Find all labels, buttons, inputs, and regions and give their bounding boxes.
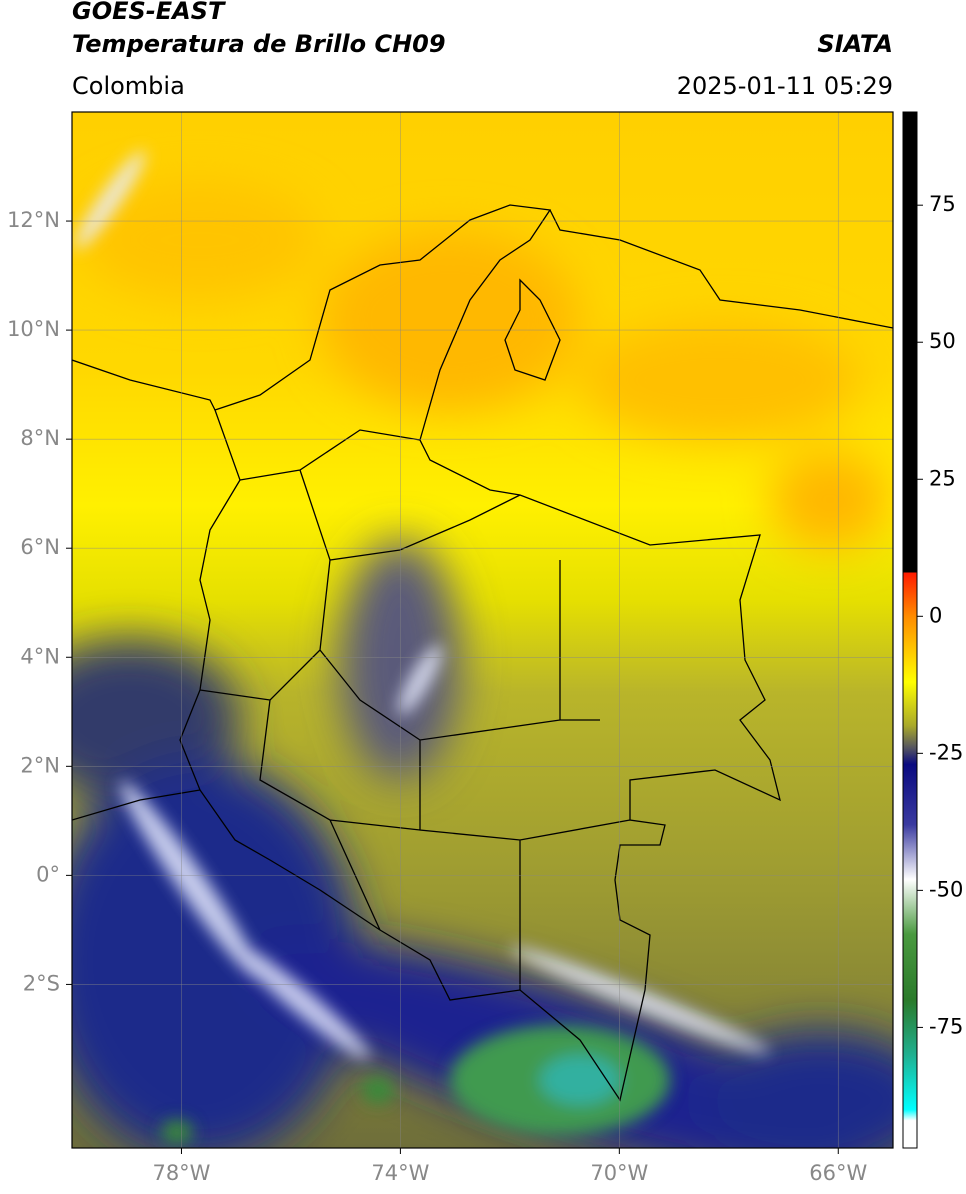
colorbar-tick-label: 75 [929, 192, 956, 216]
y-tick-label: 2°N [20, 753, 60, 777]
colorbar-tick-label: -50 [929, 877, 963, 901]
colorbar-tick-label: 50 [929, 329, 956, 353]
colorbar [902, 111, 918, 1149]
borders [72, 204, 893, 1102]
title: GOES-EAST [72, 0, 226, 25]
y-tick-label: 2°S [23, 971, 60, 995]
region: Colombia [72, 72, 185, 100]
x-tick-label: 66°W [809, 1161, 867, 1185]
y-tick-label: 8°N [20, 426, 60, 450]
colorbar-tick-label: 0 [929, 603, 942, 627]
gridlines [72, 112, 893, 1148]
y-tick-label: 6°N [20, 535, 60, 559]
x-tick-label: 74°W [371, 1161, 429, 1185]
colorbar-tick-label: -75 [929, 1014, 963, 1038]
y-tick-label: 4°N [20, 644, 60, 668]
subtitle: Temperatura de Brillo CH09 [72, 30, 446, 58]
imagery [72, 112, 893, 1148]
source: SIATA [817, 30, 893, 58]
y-tick-label: 0° [36, 862, 60, 886]
colorbar-tick-label: 25 [929, 466, 956, 490]
colorbar-tick-label: -25 [929, 740, 963, 764]
x-tick-label: 78°W [152, 1161, 210, 1185]
map-frame [71, 111, 894, 1149]
x-tick-label: 70°W [590, 1161, 648, 1185]
y-tick-label: 10°N [7, 317, 60, 341]
y-tick-label: 12°N [7, 208, 60, 232]
timestamp: 2025-01-11 05:29 [677, 72, 893, 100]
